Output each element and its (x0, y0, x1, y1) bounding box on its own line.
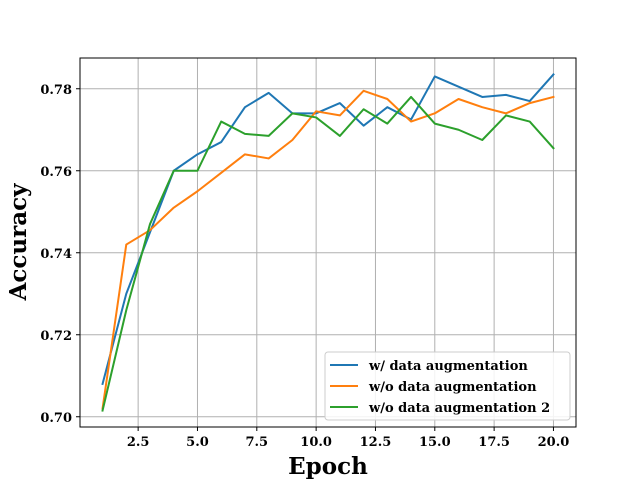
legend-entry-label: w/ data augmentation (368, 359, 528, 374)
y-tick-label: 0.74 (40, 247, 72, 262)
x-tick-label: 2.5 (127, 435, 150, 450)
series-line-1 (101, 72, 555, 386)
x-tick-label: 15.0 (419, 435, 451, 450)
x-tick-label: 5.0 (186, 435, 209, 450)
x-axis-label: Epoch (288, 453, 368, 480)
legend-entry-label: w/o data augmentation (368, 380, 537, 395)
x-tick-label: 17.5 (478, 435, 510, 450)
series-line-3 (101, 95, 555, 412)
y-tick-label: 0.72 (40, 329, 72, 344)
x-tick-label: 20.0 (538, 435, 570, 450)
x-tick-label: 7.5 (245, 435, 268, 450)
y-tick-label: 0.70 (40, 411, 72, 426)
grid (80, 58, 576, 427)
series-line-2 (101, 89, 555, 410)
legend-entry-label: w/o data augmentation 2 (368, 401, 550, 416)
y-tick-label: 0.78 (40, 83, 72, 98)
x-tick-label: 10.0 (300, 435, 332, 450)
axis-ticks: 2.5 5.0 7.5 10.0 12.5 15.0 17.5 20.0 0.70 0.72 0.7… (40, 83, 569, 450)
legend-box (324, 351, 571, 421)
plot-area-frame (79, 57, 577, 428)
legend: w/ data augmentation w/o data augmentatio… (324, 351, 571, 421)
y-axis-label: Accuracy (5, 183, 32, 302)
series-lines (101, 72, 555, 412)
y-tick-label: 0.76 (40, 165, 72, 180)
x-tick-label: 12.5 (360, 435, 392, 450)
